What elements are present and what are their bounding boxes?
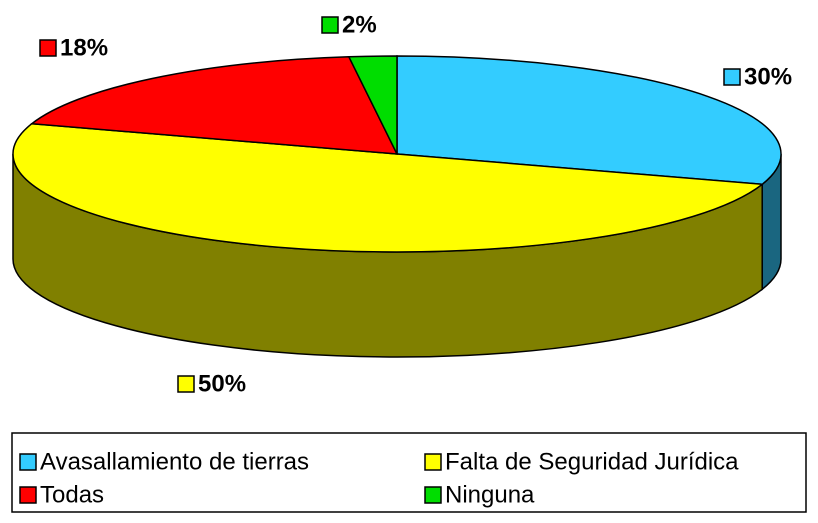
legend-box: [11, 432, 807, 513]
legend-key: [424, 453, 442, 471]
value-label: 50%: [198, 370, 246, 397]
legend-key: [19, 453, 37, 471]
legend-key: [424, 486, 442, 504]
value-label: 2%: [342, 11, 377, 38]
slice: [12, 122, 765, 253]
value-label: 18%: [60, 34, 108, 61]
legend-label: Todas: [40, 481, 104, 508]
legend-label: Falta de Seguridad Jurídica: [445, 448, 739, 475]
legend-label: Ninguna: [445, 481, 535, 508]
value-label-key: [723, 68, 741, 86]
value-label-key: [39, 39, 57, 57]
legend-label: Avasallamiento de tierras: [40, 448, 309, 475]
slice: [396, 55, 782, 186]
value-label-key: [177, 375, 195, 393]
value-label-key: [321, 16, 339, 34]
value-label: 30%: [744, 63, 792, 90]
legend-key: [19, 486, 37, 504]
slice: [29, 56, 399, 155]
slice: [347, 55, 398, 155]
